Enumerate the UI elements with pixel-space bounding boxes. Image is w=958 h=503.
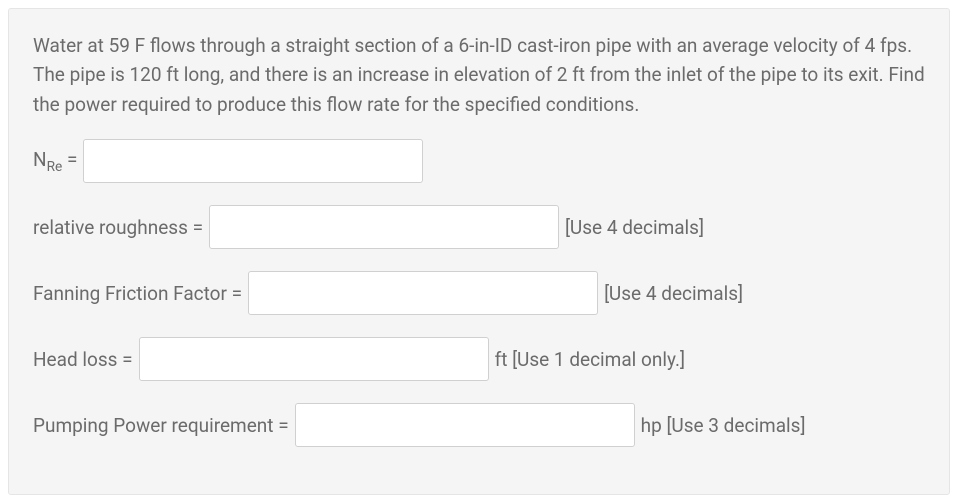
roughness-label: relative roughness = [33, 213, 203, 242]
power-input[interactable] [295, 403, 635, 447]
power-row: Pumping Power requirement = hp [Use 3 de… [33, 403, 925, 447]
fff-label: Fanning Friction Factor = [33, 279, 242, 308]
headloss-label: Head loss = [33, 345, 133, 374]
headloss-input[interactable] [139, 337, 489, 381]
nre-input[interactable] [83, 139, 423, 183]
roughness-input[interactable] [209, 205, 559, 249]
nre-label: NRe = [33, 145, 77, 178]
power-label: Pumping Power requirement = [33, 411, 289, 440]
question-panel: Water at 59 F flows through a straight s… [8, 8, 950, 495]
fff-hint: [Use 4 decimals] [604, 279, 743, 308]
fff-input[interactable] [248, 271, 598, 315]
roughness-row: relative roughness = [Use 4 decimals] [33, 205, 925, 249]
fff-row: Fanning Friction Factor = [Use 4 decimal… [33, 271, 925, 315]
headloss-row: Head loss = ft [Use 1 decimal only.] [33, 337, 925, 381]
power-hint: hp [Use 3 decimals] [641, 411, 806, 440]
problem-statement: Water at 59 F flows through a straight s… [33, 31, 925, 119]
roughness-hint: [Use 4 decimals] [565, 213, 704, 242]
nre-row: NRe = [33, 139, 925, 183]
headloss-hint: ft [Use 1 decimal only.] [495, 345, 685, 374]
